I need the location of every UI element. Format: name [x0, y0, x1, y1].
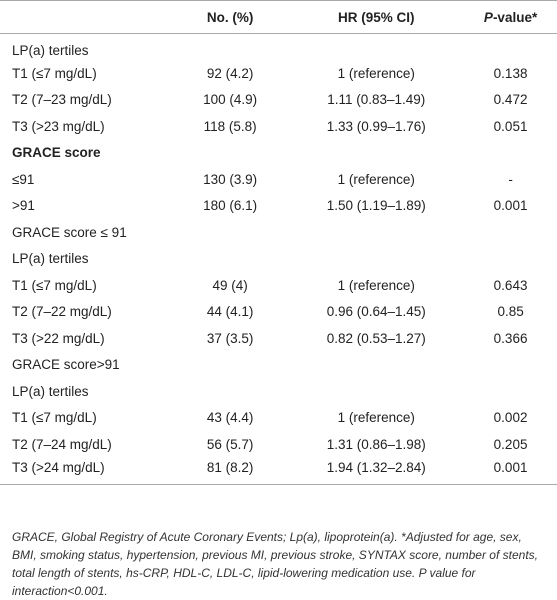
table-row: T1 (≤7 mg/dL) 92 (4.2) 1 (reference) 0.138 [0, 60, 557, 87]
table-row: T1 (≤7 mg/dL) 49 (4) 1 (reference) 0.643 [0, 272, 557, 299]
table-cell: T1 (≤7 mg/dL) [12, 65, 97, 81]
table-cell: 0.002 [493, 410, 528, 426]
results-table: No. (%) HR (95% CI) P-value* LP(a) tertile… [0, 0, 557, 484]
table-cell: 92 (4.2) [206, 65, 254, 81]
table-cell: 44 (4.1) [206, 304, 254, 320]
table-row: >91 180 (6.1) 1.50 (1.19–1.89) 0.001 [0, 193, 557, 220]
header-cell [0, 1, 112, 34]
table-cell: - [508, 171, 513, 187]
table-row: T3 (>22 mg/dL) 37 (3.5) 0.82 (0.53–1.27) 0.… [0, 325, 557, 352]
header-text: -value* [492, 9, 538, 25]
section-label: LP(a) tertiles [12, 251, 89, 267]
table-cell: 0.472 [493, 92, 528, 108]
table-row: T2 (7–24 mg/dL) 56 (5.7) 1.31 (0.86–1.98) 0… [0, 431, 557, 458]
table-row: GRACE score>91 [0, 352, 557, 379]
table-cell: 0.001 [493, 198, 528, 214]
header-cell: P-value* [464, 1, 557, 34]
header-cell: No. (%) [206, 9, 254, 25]
table-row: GRACE score [0, 140, 557, 167]
table-cell: 100 (4.9) [203, 92, 258, 108]
table-cell: 1.50 (1.19–1.89) [326, 198, 426, 214]
header-text: P [483, 9, 493, 25]
table-cell: 1 (reference) [337, 171, 415, 187]
table-row: T1 (≤7 mg/dL) 43 (4.4) 1 (reference) 0.002 [0, 405, 557, 432]
section-label: GRACE score [12, 145, 101, 161]
table-cell: 0.205 [493, 436, 528, 452]
table-cell: T3 (>23 mg/dL) [12, 118, 105, 134]
table-row: T3 (>24 mg/dL) 81 (8.2) 1.94 (1.32–2.84) 0.… [0, 458, 557, 484]
table-cell: T3 (>22 mg/dL) [12, 330, 105, 346]
table-cell: T2 (7–22 mg/dL) [12, 304, 112, 320]
table-cell: 56 (5.7) [206, 436, 254, 452]
header-row: No. (%) HR (95% CI) P-value* [0, 0, 557, 34]
table-cell: 1 (reference) [337, 65, 415, 81]
table-row: T2 (7–22 mg/dL) 44 (4.1) 0.96 (0.64–1.45) 0… [0, 299, 557, 326]
table-cell: 0.96 (0.64–1.45) [326, 304, 426, 320]
table-cell: 0.366 [493, 330, 528, 346]
table-cell: 130 (3.9) [203, 171, 258, 187]
table-cell: 43 (4.4) [206, 410, 254, 426]
table-row: LP(a) tertiles [0, 246, 557, 273]
table-cell: 1 (reference) [337, 410, 415, 426]
table-cell: 0.643 [493, 277, 528, 293]
table-cell: 0.051 [493, 118, 528, 134]
table-cell: T3 (>24 mg/dL) [12, 460, 105, 475]
table-cell: T2 (7–23 mg/dL) [12, 92, 112, 108]
table-cell: 180 (6.1) [203, 198, 258, 214]
table-cell: T1 (≤7 mg/dL) [12, 277, 97, 293]
table-cell: 1.31 (0.86–1.98) [326, 436, 426, 452]
header-cell: HR (95% CI) [338, 9, 415, 25]
table-cell: 1.94 (1.32–2.84) [326, 460, 426, 475]
table-row: ≤91 130 (3.9) 1 (reference) - [0, 166, 557, 193]
section-label: GRACE score>91 [12, 357, 120, 373]
table-row: GRACE score ≤ 91 [0, 219, 557, 246]
table-cell: T2 (7–24 mg/dL) [12, 436, 112, 452]
table-row: LP(a) tertiles [0, 34, 557, 61]
table-cell: 37 (3.5) [206, 330, 254, 346]
table-cell: 0.138 [493, 65, 528, 81]
table-cell: 0.001 [493, 460, 528, 475]
table-cell: 0.82 (0.53–1.27) [326, 330, 426, 346]
table-cell: 1.33 (0.99–1.76) [326, 118, 426, 134]
section-label: LP(a) tertiles [12, 42, 89, 58]
table-cell: 1 (reference) [337, 277, 415, 293]
table-cell: 118 (5.8) [203, 118, 257, 134]
table-row: T3 (>23 mg/dL) 118 (5.8) 1.33 (0.99–1.76) 0… [0, 113, 557, 140]
section-label: GRACE score ≤ 91 [12, 224, 127, 240]
table-cell: ≤91 [12, 171, 35, 187]
table-cell: 1.11 (0.83–1.49) [327, 92, 426, 108]
table-row: LP(a) tertiles [0, 378, 557, 405]
table-cell: 0.85 [497, 304, 524, 320]
table-body: LP(a) tertiles T1 (≤7 mg/dL) 92 (4.2) 1 (re… [0, 34, 557, 484]
table-cell: 81 (8.2) [206, 460, 254, 475]
table-cell: T1 (≤7 mg/dL) [12, 410, 97, 426]
table-cell: 49 (4) [212, 277, 248, 293]
table-header: No. (%) HR (95% CI) P-value* [0, 0, 557, 34]
table-row: T2 (7–23 mg/dL) 100 (4.9) 1.11 (0.83–1.49)… [0, 87, 557, 114]
footnote: GRACE, Global Registry of Acute Coronary… [12, 530, 538, 598]
table-cell: >91 [12, 198, 35, 214]
section-label: LP(a) tertiles [12, 383, 89, 399]
